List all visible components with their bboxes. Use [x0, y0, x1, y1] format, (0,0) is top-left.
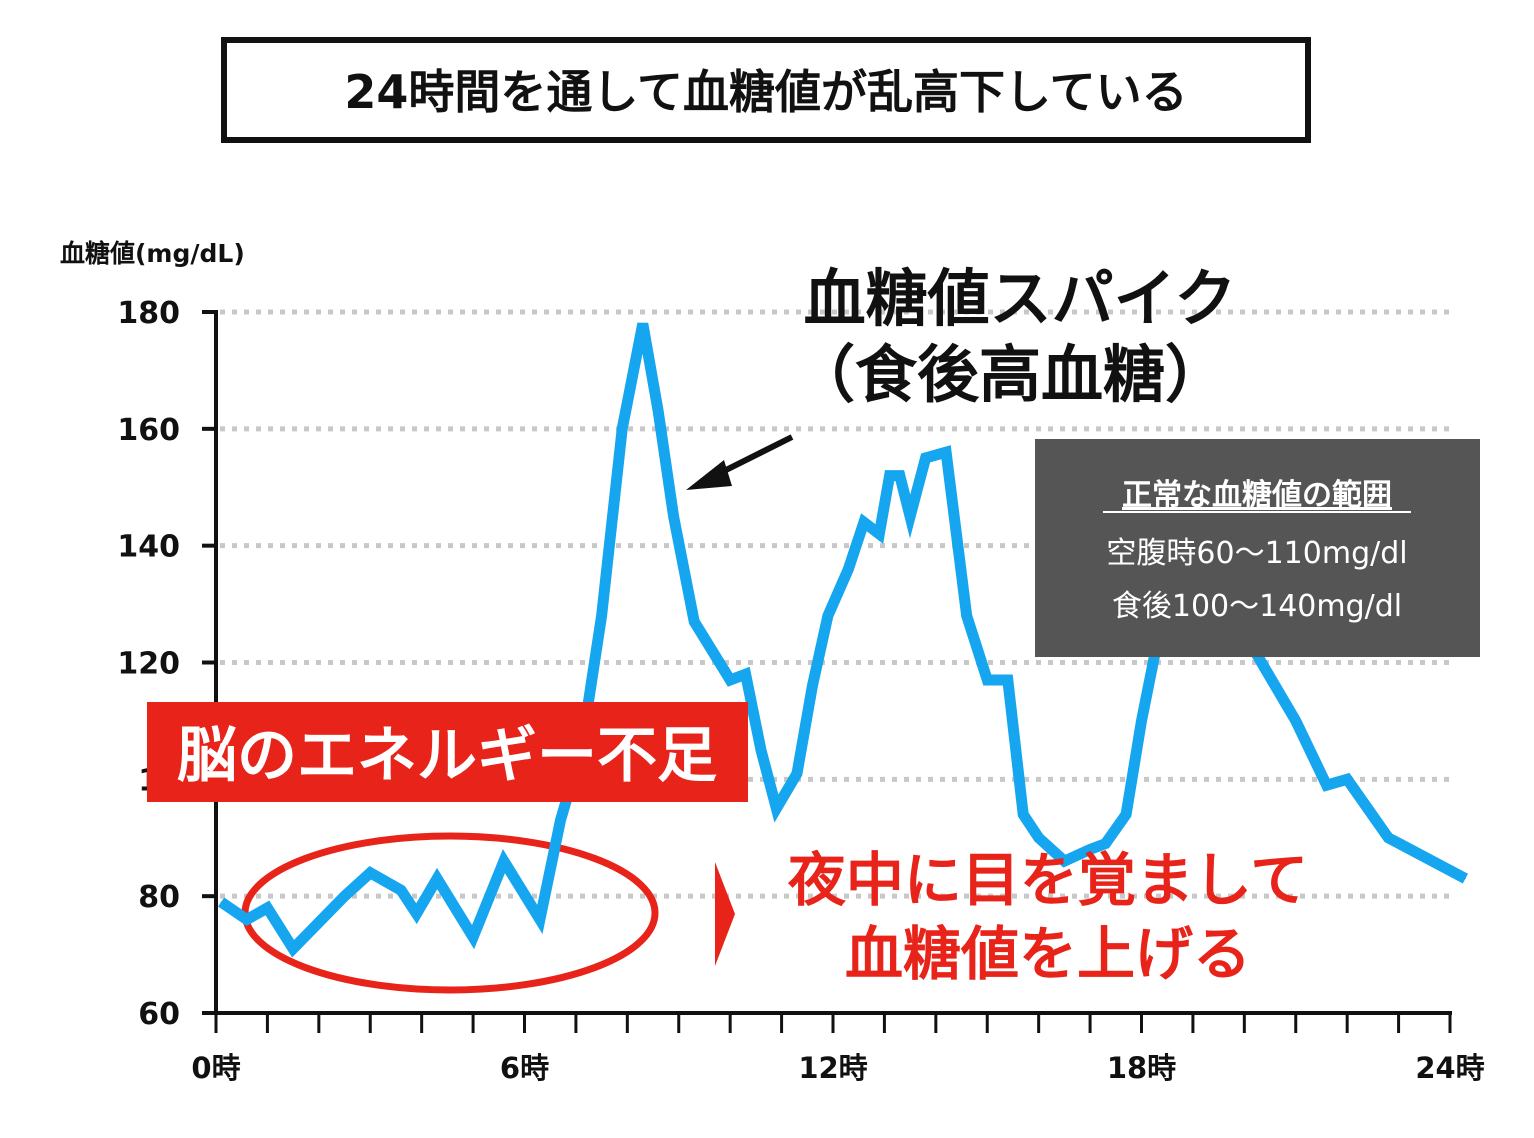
wake-pointer-triangle [715, 862, 735, 966]
data-point-24 [796, 773, 798, 774]
data-point-6 [400, 889, 402, 891]
data-point-18 [673, 516, 675, 517]
x-tick-label-12: 12時 [798, 1051, 867, 1085]
normal-range-postmeal: 食後100〜140mg/dl [1112, 589, 1402, 624]
data-point-2 [266, 907, 268, 909]
data-point-3 [292, 948, 294, 950]
data-point-41 [1089, 848, 1091, 850]
data-point-32 [909, 516, 911, 517]
y-tick-label-60: 60 [138, 997, 180, 1032]
x-tick-label-18: 18時 [1107, 1051, 1176, 1085]
data-point-52 [1387, 837, 1389, 839]
normal-range-title: 正常な血糖値の範囲 [1122, 478, 1392, 513]
data-point-53 [1464, 878, 1466, 880]
title-box [221, 37, 1311, 143]
data-point-26 [827, 615, 829, 617]
series-line-blood-glucose [218, 322, 1468, 958]
data-point-19 [693, 621, 695, 623]
data-point-27 [847, 568, 849, 570]
data-point-15 [621, 428, 623, 430]
data-point-44 [1141, 720, 1142, 722]
data-point-14 [601, 615, 603, 617]
data-point-12 [560, 819, 561, 821]
series-points [220, 323, 1466, 950]
data-point-25 [811, 685, 813, 687]
x-tick-labels: 0時 6時 12時 18時 24時 [191, 1051, 1484, 1085]
wake-annotation-line1: 夜中に目を覚まして [787, 846, 1308, 914]
data-point-11 [539, 919, 541, 920]
data-point-33 [925, 457, 927, 459]
data-point-29 [878, 533, 880, 535]
wake-annotation-line2: 血糖値を上げる [845, 920, 1251, 988]
data-point-50 [1326, 784, 1328, 786]
energy-shortage-label: 脳のエネルギー不足 [177, 721, 717, 791]
spike-arrow-head [686, 460, 732, 490]
data-point-35 [966, 615, 968, 617]
data-point-40 [1063, 860, 1065, 862]
night-zone-ellipse [241, 832, 659, 994]
data-point-34 [945, 451, 947, 453]
data-point-5 [369, 872, 371, 874]
normal-range-fasting: 空腹時60〜110mg/dl [1106, 536, 1407, 571]
data-point-51 [1346, 778, 1348, 780]
y-tick-label-140: 140 [117, 530, 180, 565]
data-point-39 [1038, 837, 1040, 839]
data-point-31 [899, 475, 901, 477]
y-tick-label-160: 160 [117, 413, 180, 448]
data-point-23 [775, 808, 777, 809]
data-point-38 [1022, 813, 1024, 815]
data-point-17 [657, 410, 659, 412]
data-point-7 [416, 913, 417, 915]
data-point-36 [986, 679, 988, 681]
data-point-21 [745, 673, 747, 675]
data-point-42 [1105, 843, 1106, 845]
data-point-28 [863, 521, 865, 523]
data-point-9 [472, 936, 474, 938]
x-tick-label-24: 24時 [1415, 1051, 1484, 1085]
y-tick-label-120: 120 [117, 647, 180, 682]
data-point-22 [760, 749, 762, 751]
spike-annotation-title: 血糖値スパイク [804, 262, 1237, 335]
x-tick-label-6: 6時 [500, 1051, 549, 1085]
y-tick-label-180: 180 [117, 296, 180, 331]
energy-shortage-box [147, 702, 748, 802]
data-point-10 [503, 860, 505, 862]
data-point-49 [1295, 720, 1297, 722]
data-point-16 [642, 323, 644, 325]
y-axis-label: 血糖値(mg/dL) [60, 239, 245, 268]
data-point-4 [344, 895, 345, 897]
x-tick-label-0: 0時 [191, 1051, 240, 1085]
y-tick-label-80: 80 [138, 880, 180, 915]
data-point-30 [889, 475, 891, 477]
chart-title: 24時間を通して血糖値が乱高下している [344, 65, 1187, 119]
data-point-8 [436, 878, 438, 880]
data-point-0 [220, 901, 222, 903]
data-point-1 [246, 919, 248, 920]
data-point-20 [729, 679, 731, 681]
data-point-37 [1007, 679, 1009, 681]
spike-annotation-subtitle: （食後高血糖） [793, 338, 1227, 411]
normal-range-box [1035, 439, 1480, 657]
y-tick-labels: 608010120140160180 [117, 296, 180, 1032]
data-point-43 [1125, 813, 1127, 815]
